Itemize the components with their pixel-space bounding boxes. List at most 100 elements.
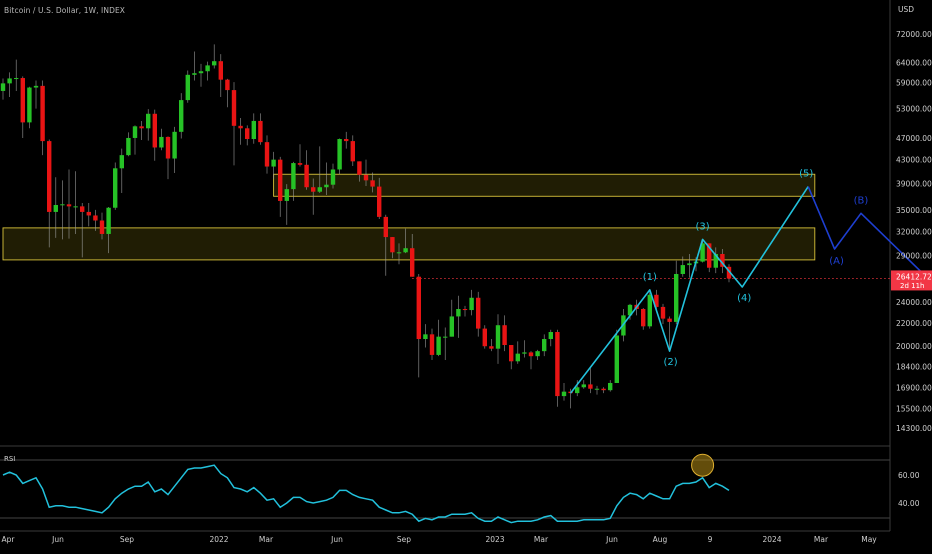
price-tick-label: 18400.00 [896, 363, 932, 372]
candle-body [482, 328, 487, 347]
candle-body [548, 332, 553, 340]
candle-body [14, 78, 19, 80]
candle-body [172, 131, 177, 159]
candle-body [126, 137, 131, 156]
candle-body [179, 100, 184, 132]
time-tick-label: Jun [330, 535, 343, 544]
candle-body [403, 248, 408, 253]
candle-body [515, 353, 520, 362]
candle-body [674, 273, 679, 322]
candle-body [489, 346, 494, 349]
price-tick-label: 72000.00 [896, 30, 932, 39]
candle-body [370, 180, 375, 187]
candle-body [601, 388, 606, 391]
candle-body [284, 189, 289, 201]
candle-body [416, 276, 421, 340]
time-tick-label: Mar [814, 535, 829, 544]
candle-body [60, 204, 65, 206]
candle-body [469, 297, 474, 311]
candle-body [7, 78, 12, 84]
candle-body [383, 216, 388, 238]
candle-body [581, 384, 586, 388]
candle-body [509, 345, 514, 362]
candle-body [33, 85, 39, 88]
candle-body [73, 206, 78, 208]
candle-body [588, 384, 593, 389]
candle-body [390, 237, 395, 253]
price-tick-label: 22000.00 [896, 319, 932, 328]
candle-body [152, 113, 157, 148]
candle-body [86, 211, 91, 216]
candle-body [363, 174, 369, 181]
candle-body [726, 266, 732, 279]
candle-body [324, 184, 329, 188]
candle-body [264, 142, 270, 167]
price-tick-label: 64000.00 [896, 59, 932, 68]
candle-body [667, 318, 672, 322]
candle-body [522, 352, 527, 354]
price-tick-label: 14300.00 [896, 424, 932, 433]
time-tick-label: 2023 [485, 535, 504, 544]
rsi-tick-label: 40.00 [898, 499, 920, 508]
candle-body [198, 71, 204, 74]
candle-body [113, 168, 118, 208]
candle-body [542, 339, 547, 352]
candle-body [555, 332, 560, 397]
corrective-wave-label: (A) [829, 256, 844, 267]
candle-body [647, 294, 652, 327]
rsi-label: RSI [4, 455, 15, 463]
candle-body [119, 155, 124, 169]
candle-body [443, 336, 448, 338]
candle-body [40, 85, 45, 142]
time-tick-label: Sep [120, 535, 134, 544]
primary-wave-label: (5) [799, 169, 813, 180]
price-tick-label: 29000.00 [896, 252, 932, 261]
candle-body [436, 336, 441, 355]
candle-body [687, 263, 692, 266]
candle-body [225, 79, 230, 91]
candle-body [205, 65, 210, 72]
candle-body [231, 90, 237, 126]
time-tick-label: Jun [51, 535, 64, 544]
candle-body [47, 141, 52, 212]
rsi-highlight-circle [691, 453, 715, 477]
candle-body [700, 243, 705, 262]
candle-body [410, 248, 415, 277]
candle-body [271, 159, 276, 167]
chart-title: Bitcoin / U.S. Dollar, 1W, INDEX [4, 6, 126, 15]
candle-body [707, 243, 712, 268]
candle-body [106, 207, 111, 234]
candle-body [311, 187, 316, 192]
candle-body [344, 139, 349, 142]
candle-body [132, 126, 138, 138]
price-tick-label: 35000.00 [896, 206, 932, 215]
primary-wave-label: (3) [696, 221, 710, 232]
candle-body [304, 164, 309, 188]
candle-body [377, 186, 382, 217]
candle-body [27, 87, 32, 123]
candle-body [495, 325, 501, 349]
price-tick-label: 16900.00 [896, 383, 932, 392]
candle-body [680, 265, 685, 274]
price-tick-label: 32000.00 [896, 228, 932, 237]
corrective-wave-line [807, 186, 932, 284]
primary-wave-label: (4) [737, 293, 751, 304]
price-tick-label: 59000.00 [896, 79, 932, 88]
candle-body [330, 169, 336, 185]
candle-body [423, 334, 428, 340]
candle-body [350, 141, 355, 162]
candle-body [0, 83, 6, 91]
price-tick-label: 53000.00 [896, 105, 932, 114]
candle-body [502, 325, 507, 346]
candle-body [212, 61, 217, 66]
time-tick-label: Mar [534, 535, 549, 544]
candle-body [245, 128, 250, 140]
candle-body [66, 204, 72, 207]
time-tick-label: 2022 [209, 535, 228, 544]
primary-wave-label: (2) [664, 357, 678, 368]
price-tick-label: 43000.00 [896, 156, 932, 165]
price-tick-label: 24000.00 [896, 298, 932, 307]
candle-body [53, 204, 58, 212]
